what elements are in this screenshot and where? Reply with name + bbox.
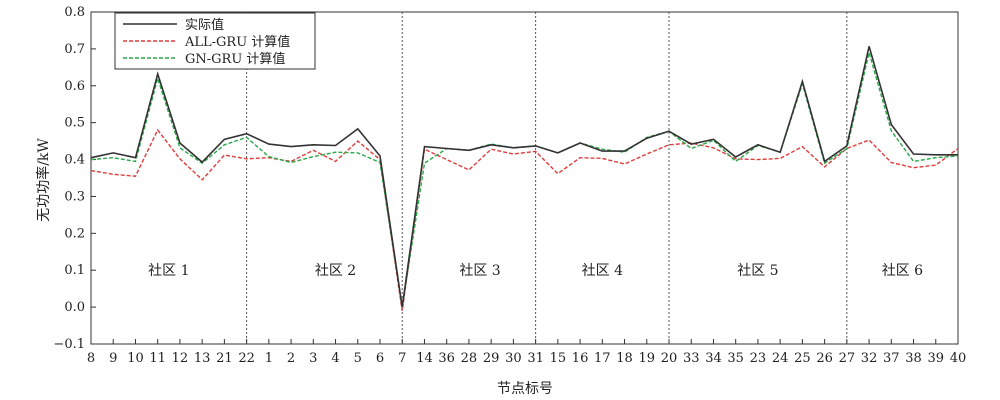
x-tick-label: 27 <box>839 351 856 366</box>
x-tick-label: 32 <box>861 351 878 366</box>
series-line <box>90 46 958 308</box>
x-tick-label: 2 <box>287 351 295 366</box>
community-label: 社区 5 <box>737 263 778 279</box>
y-tick-label: 0.3 <box>64 189 85 204</box>
plot-border <box>90 11 959 345</box>
x-tick-label: 14 <box>416 351 433 366</box>
y-axis: −0.1 0.0 0.1 0.2 0.3 0.4 0.5 0.6 0.7 0.8 <box>53 5 96 352</box>
x-tick-label: 25 <box>794 351 811 366</box>
y-axis-label: 无功功率/kW <box>35 138 52 222</box>
community-separators <box>246 12 848 344</box>
x-tick-label: 31 <box>527 351 544 366</box>
y-tick-label: 0.8 <box>64 5 85 20</box>
legend-label: GN-GRU 计算值 <box>185 51 285 67</box>
legend-label: ALL-GRU 计算值 <box>184 34 290 50</box>
x-tick-label: 9 <box>109 351 117 366</box>
x-tick-label: 20 <box>661 351 678 366</box>
community-label: 社区 4 <box>582 263 623 279</box>
x-tick-label: 17 <box>594 351 611 366</box>
x-tick-label: 24 <box>772 351 789 366</box>
series-lines <box>90 46 959 311</box>
x-tick-label: 16 <box>572 351 589 366</box>
x-tick-label: 13 <box>194 351 211 366</box>
series-line <box>90 128 959 311</box>
x-tick-label: 30 <box>505 351 522 366</box>
x-tick-label: 15 <box>550 351 567 366</box>
x-tick-label: 8 <box>87 351 95 366</box>
y-tick-label: 0.1 <box>64 263 85 278</box>
x-tick-label: 18 <box>616 351 633 366</box>
x-tick-label: 3 <box>309 351 317 366</box>
x-tick-label: 11 <box>149 351 166 366</box>
x-tick-label: 22 <box>238 351 255 366</box>
y-tick-label: 0.4 <box>64 153 85 168</box>
x-tick-label: 38 <box>905 351 922 366</box>
y-tick-label: −0.1 <box>53 337 85 352</box>
x-tick-label: 29 <box>483 351 500 366</box>
x-axis-label: 节点标号 <box>497 381 553 397</box>
x-tick-label: 40 <box>950 351 967 366</box>
community-label: 社区 6 <box>882 263 923 279</box>
x-tick-label: 6 <box>376 351 384 366</box>
y-tick-label: 0.6 <box>64 79 85 94</box>
y-tick-label: 0.0 <box>64 300 85 315</box>
x-tick-label: 33 <box>683 351 700 366</box>
x-tick-label: 26 <box>816 351 833 366</box>
legend-label: 实际值 <box>185 17 224 33</box>
x-tick-label: 1 <box>265 351 273 366</box>
x-tick-label: 34 <box>705 351 722 366</box>
x-tick-label: 36 <box>438 351 455 366</box>
x-tick-label: 28 <box>461 351 478 366</box>
x-tick-label: 35 <box>727 351 744 366</box>
x-tick-label: 37 <box>883 351 900 366</box>
x-tick-label: 4 <box>331 351 339 366</box>
x-tick-label: 19 <box>638 351 655 366</box>
x-tick-label: 12 <box>172 351 189 366</box>
community-label: 社区 3 <box>459 263 500 279</box>
x-axis: 8 9 10 11 12 13 21 22 1 2 3 4 5 6 7 14 36 28 29 30 31 15 16 17 1… <box>87 339 966 366</box>
x-tick-label: 5 <box>354 351 362 366</box>
y-tick-label: 0.2 <box>64 226 85 241</box>
y-tick-label: 0.5 <box>64 116 85 131</box>
community-label: 社区 2 <box>315 263 356 279</box>
x-tick-label: 10 <box>127 351 144 366</box>
plot-area <box>90 11 959 345</box>
x-tick-label: 7 <box>398 351 406 366</box>
x-tick-label: 21 <box>216 351 233 366</box>
series-line <box>90 52 959 308</box>
community-labels: 社区 1 社区 2 社区 3 社区 4 社区 5 社区 6 <box>148 263 923 279</box>
y-tick-label: 0.7 <box>64 42 85 57</box>
x-tick-label: 23 <box>750 351 767 366</box>
x-tick-label: 39 <box>927 351 944 366</box>
community-label: 社区 1 <box>148 263 189 279</box>
